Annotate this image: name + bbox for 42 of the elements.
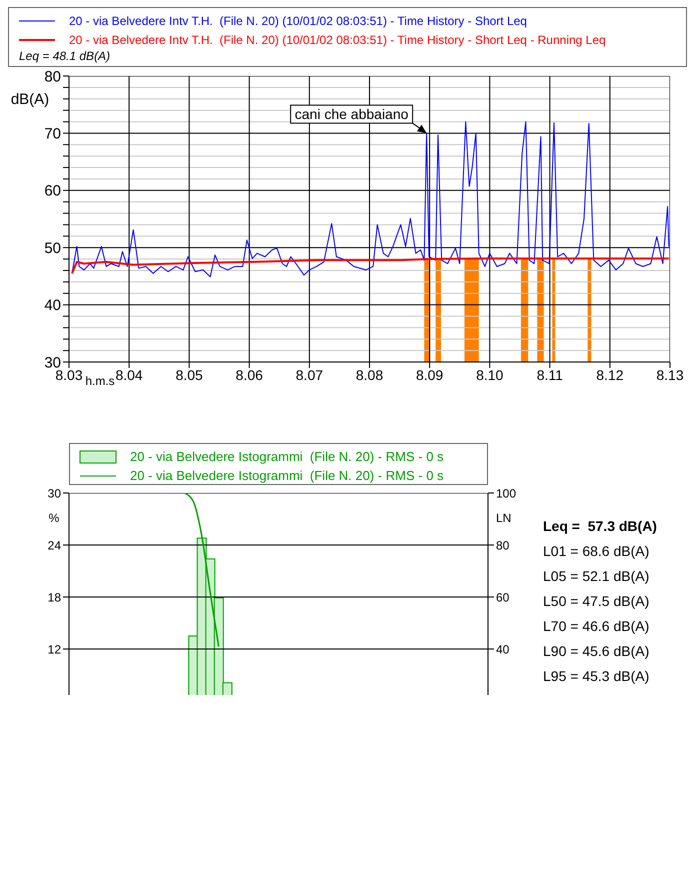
text: L50 = 47.5 dB(A) (543, 593, 650, 611)
y-tick-label: 12 (48, 642, 62, 656)
x-tick-label: 8.04 (115, 366, 143, 383)
line-series (71, 257, 670, 274)
y-tick-label: 30 (48, 486, 62, 500)
text: L95 = 45.3 dB(A) (543, 668, 650, 686)
text: L90 = 45.6 dB(A) (543, 643, 650, 661)
x-axis-title: h.m.s (85, 374, 115, 388)
y-axis-title: % (48, 511, 60, 525)
y2-tick-label: 60 (496, 590, 510, 604)
y-tick-label: 50 (44, 240, 61, 257)
line-series (72, 121, 670, 278)
y-axis-title: dB(A) (10, 91, 50, 108)
x-tick-label: 8.10 (476, 366, 504, 383)
y2-tick-label: 40 (496, 642, 510, 656)
y2-tick-label: 80 (496, 538, 510, 552)
y-tick-label: 70 (44, 126, 61, 143)
y-tick-label: 60 (44, 182, 61, 200)
x-tick-label: 8.09 (416, 366, 444, 383)
text: L70 = 46.6 dB(A) (543, 618, 650, 636)
legend-label: 20 - via Belvedere Istogrammi (File N. 20) - RMS - 0 s (130, 468, 444, 483)
legend-label: 20 - via Belvedere Intv T.H. (File N. 20) (10/01/02 08:03:51) - Time History - Short Leq - Running Leq (69, 32, 606, 46)
text: Leq = 48.1 dB(A) (18, 49, 112, 65)
y-tick-label: 80 (44, 68, 61, 86)
y2-tick-label: 100 (496, 486, 516, 500)
y-tick-label: 40 (44, 297, 61, 314)
legend-label: 20 - via Belvedere Intv T.H. (File N. 20) (10/01/02 08:03:51) - Time History - Short Leq (69, 14, 527, 28)
x-tick-label: 8.06 (236, 366, 264, 383)
text: L05 = 52.1 dB(A) (543, 568, 650, 586)
y-tick-label: 24 (48, 538, 62, 552)
legend-label: 20 - via Belvedere Istogrammi (File N. 20) - RMS - 0 s (130, 449, 444, 464)
x-tick-label: 8.12 (596, 366, 624, 383)
x-tick-label: 8.07 (296, 366, 324, 383)
text: L01 = 68.6 dB(A) (543, 543, 650, 561)
y-tick-label: 18 (48, 590, 62, 604)
y2-axis-title: LN (496, 511, 512, 525)
x-tick-label: 8.11 (536, 366, 564, 383)
x-tick-label: 8.08 (356, 366, 384, 383)
x-tick-label: 8.13 (656, 366, 684, 383)
annotation: cani che abbaiano (294, 106, 409, 122)
text: Leq = 57.3 dB(A) (543, 518, 657, 536)
x-tick-label: 8.05 (176, 366, 204, 383)
